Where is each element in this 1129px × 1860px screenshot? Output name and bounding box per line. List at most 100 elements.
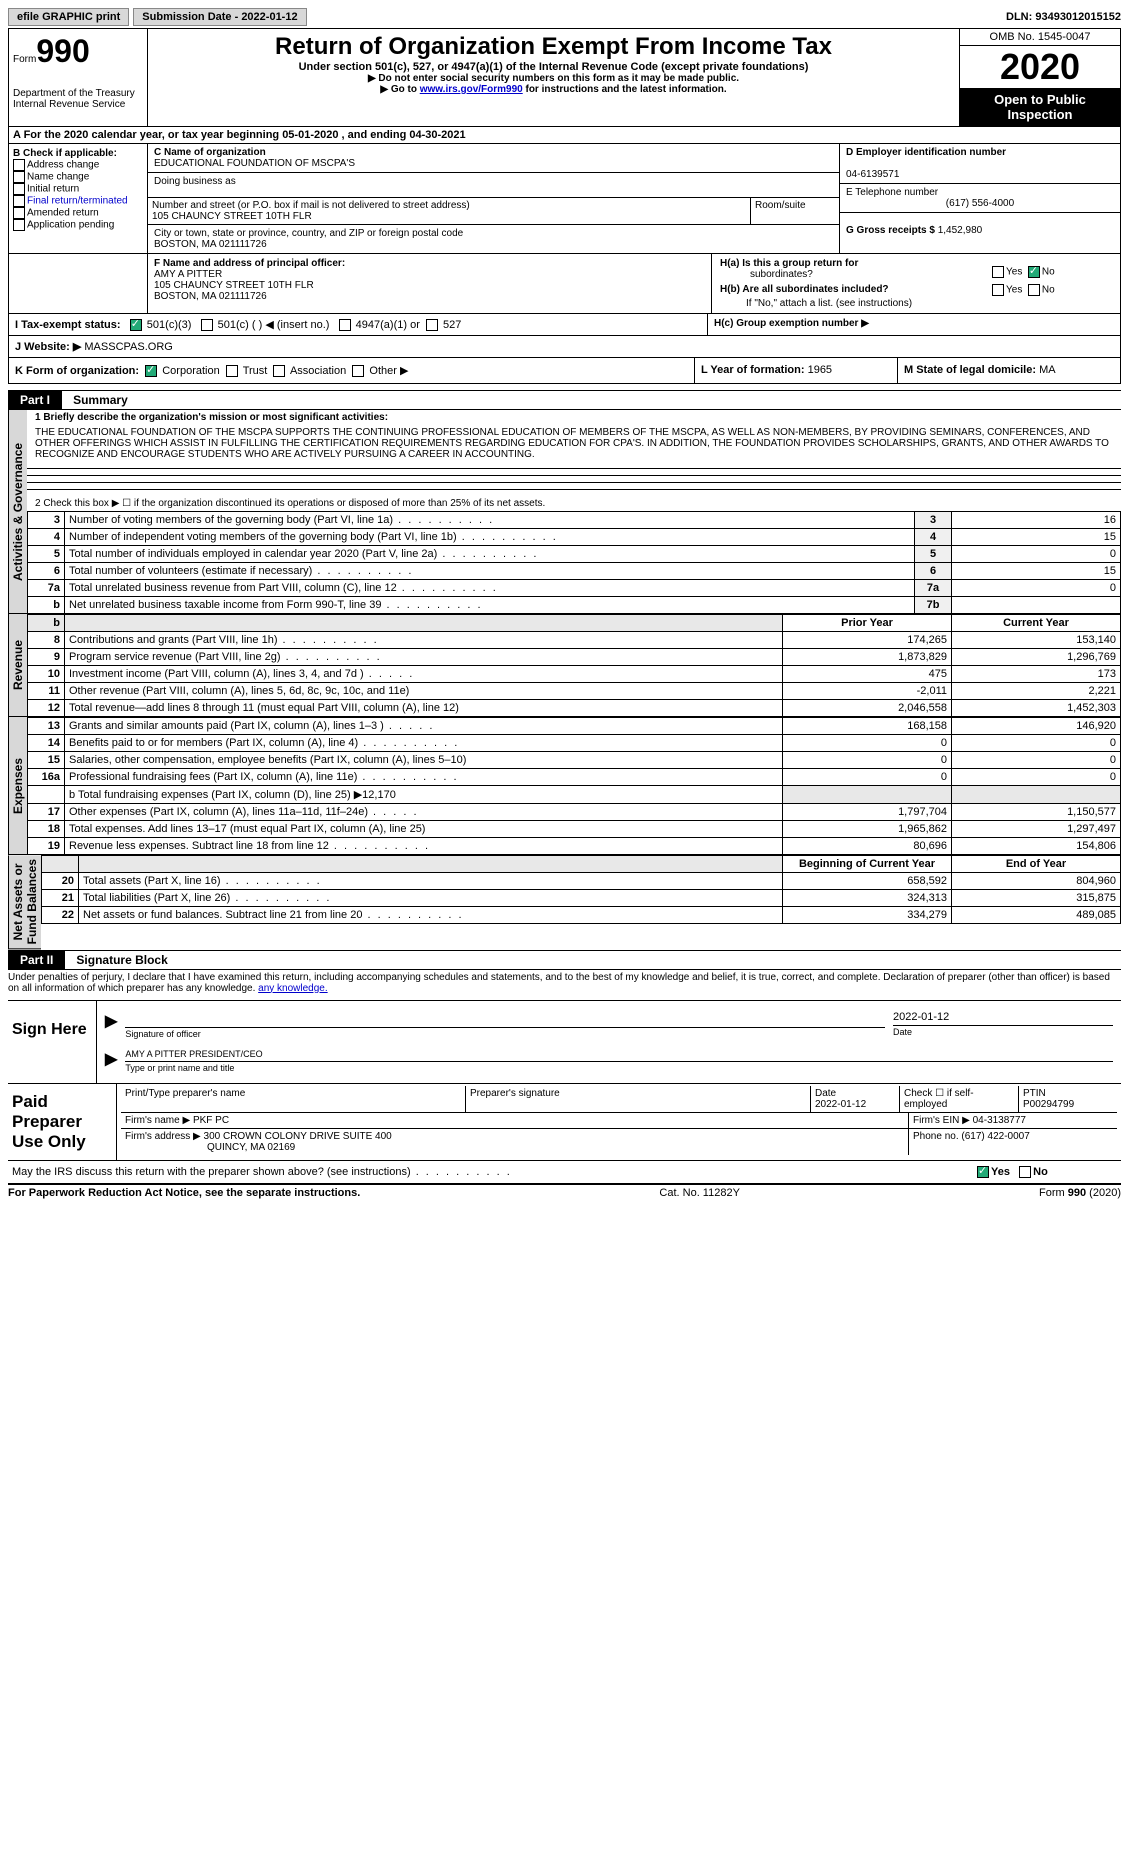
arrow-icon: ▶	[101, 1009, 121, 1041]
part2-bar: Part II Signature Block	[8, 950, 1121, 970]
dln-text: DLN: 93493012015152	[1006, 11, 1121, 23]
checkbox-amended[interactable]	[13, 207, 25, 219]
501c3-checkbox[interactable]	[130, 319, 142, 331]
firm-name: PKF PC	[193, 1115, 229, 1126]
phone-value: (617) 556-4000	[846, 198, 1114, 209]
other-checkbox[interactable]	[352, 365, 364, 377]
dept-irs: Internal Revenue Service	[13, 99, 143, 110]
discuss-yes-checkbox[interactable]	[977, 1166, 989, 1178]
website-value: MASSCPAS.ORG	[84, 341, 172, 353]
mission-text: THE EDUCATIONAL FOUNDATION OF THE MSCPA …	[27, 425, 1121, 462]
corp-checkbox[interactable]	[145, 365, 157, 377]
form-page: Form 990 (2020)	[1039, 1187, 1121, 1199]
efile-print-button[interactable]: efile GRAPHIC print	[8, 8, 129, 26]
self-employed-hdr: Check ☐ if self-employed	[900, 1086, 1019, 1112]
print-name-label: Type or print name and title	[125, 1063, 1113, 1073]
pra-notice: For Paperwork Reduction Act Notice, see …	[8, 1187, 360, 1199]
dept-treasury: Department of the Treasury	[13, 88, 143, 99]
form-header: Form990 Department of the Treasury Inter…	[8, 28, 1121, 127]
box-m-label: M State of legal domicile:	[904, 364, 1036, 376]
org-name: EDUCATIONAL FOUNDATION OF MSCPA'S	[154, 158, 355, 169]
tax-exempt-row: I Tax-exempt status: 501(c)(3) 501(c) ( …	[8, 314, 1121, 336]
tax-year: 2020	[960, 46, 1120, 88]
501c-checkbox[interactable]	[201, 319, 213, 331]
year-formation: 1965	[808, 364, 832, 376]
checkbox-application[interactable]	[13, 219, 25, 231]
irs-link[interactable]: www.irs.gov/Form990	[420, 84, 523, 95]
part1-body: Activities & Governance 1 Briefly descri…	[8, 410, 1121, 614]
prep-name-hdr: Print/Type preparer's name	[121, 1086, 466, 1112]
firm-addr2: QUINCY, MA 02169	[125, 1142, 295, 1153]
revenue-section: Revenue bPrior YearCurrent Year 8Contrib…	[8, 614, 1121, 717]
paid-preparer-label: Paid Preparer Use Only	[8, 1084, 117, 1160]
prep-sig-hdr: Preparer's signature	[466, 1086, 811, 1112]
form-number: 990	[36, 33, 89, 69]
box-f-label: F Name and address of principal officer:	[154, 258, 345, 269]
page-footer: For Paperwork Reduction Act Notice, see …	[8, 1185, 1121, 1199]
527-checkbox[interactable]	[426, 319, 438, 331]
top-toolbar: efile GRAPHIC print Submission Date - 20…	[8, 8, 1121, 26]
officer-name: AMY A PITTER	[154, 269, 222, 280]
ha-no-checkbox[interactable]	[1028, 266, 1040, 278]
expenses-section: Expenses 13Grants and similar amounts pa…	[8, 717, 1121, 855]
goto-pre: ▶ Go to	[380, 84, 419, 95]
box-l-label: L Year of formation:	[701, 364, 805, 376]
assoc-checkbox[interactable]	[273, 365, 285, 377]
vtab-revenue: Revenue	[8, 614, 27, 717]
any-knowledge-link[interactable]: any knowledge.	[258, 983, 328, 994]
goto-post: for instructions and the latest informat…	[523, 84, 727, 95]
trust-checkbox[interactable]	[226, 365, 238, 377]
vtab-expenses: Expenses	[8, 717, 27, 855]
checkbox-name-change[interactable]	[13, 171, 25, 183]
part2-header: Part II	[8, 951, 65, 969]
part1-bar: Part I Summary	[8, 390, 1121, 410]
box-j-label: J Website: ▶	[15, 341, 84, 353]
sign-date: 2022-01-12	[893, 1011, 1113, 1023]
discuss-row: May the IRS discuss this return with the…	[8, 1161, 1121, 1185]
city-label: City or town, state or province, country…	[154, 228, 463, 239]
part1-title: Summary	[65, 393, 128, 407]
open-to-public: Open to Public Inspection	[960, 88, 1120, 126]
org-form-row: K Form of organization: Corporation Trus…	[8, 358, 1121, 384]
box-g-label: G Gross receipts $	[846, 225, 935, 236]
form-label: Form	[13, 54, 36, 65]
part2-title: Signature Block	[68, 953, 167, 967]
hb-yes-checkbox[interactable]	[992, 284, 1004, 296]
box-b-title: B Check if applicable:	[13, 148, 143, 159]
hb-note: If "No," attach a list. (see instruction…	[716, 298, 1116, 311]
dba-label: Doing business as	[148, 173, 839, 198]
netassets-section: Net Assets or Fund Balances Beginning of…	[8, 855, 1121, 949]
room-suite-label: Room/suite	[751, 198, 839, 224]
state-domicile: MA	[1039, 364, 1056, 376]
entity-info-block: B Check if applicable: Address change Na…	[8, 144, 1121, 254]
hb-no-checkbox[interactable]	[1028, 284, 1040, 296]
q1-label: 1 Briefly describe the organization's mi…	[27, 410, 1121, 425]
ein-value: 04-6139571	[846, 169, 899, 180]
discuss-no-checkbox[interactable]	[1019, 1166, 1031, 1178]
4947-checkbox[interactable]	[339, 319, 351, 331]
org-street: 105 CHAUNCY STREET 10TH FLR	[152, 211, 312, 222]
box-e-label: E Telephone number	[846, 187, 938, 198]
checkbox-initial-return[interactable]	[13, 183, 25, 195]
revenue-table: bPrior YearCurrent Year 8Contributions a…	[27, 614, 1121, 717]
checkbox-final-return[interactable]	[13, 195, 25, 207]
vtab-netassets: Net Assets or Fund Balances	[8, 855, 41, 949]
part1-header: Part I	[8, 391, 62, 409]
box-k-label: K Form of organization:	[15, 365, 139, 377]
q2-text: 2 Check this box ▶ ☐ if the organization…	[27, 496, 1121, 511]
row-a-tax-year: A For the 2020 calendar year, or tax yea…	[8, 127, 1121, 144]
submission-date-button[interactable]: Submission Date - 2022-01-12	[133, 8, 306, 26]
ha-yes-checkbox[interactable]	[992, 266, 1004, 278]
officer-printed-name: AMY A PITTER PRESIDENT/CEO	[125, 1049, 1113, 1059]
netassets-table: Beginning of Current YearEnd of Year 20T…	[41, 855, 1121, 924]
form-title: Return of Organization Exempt From Incom…	[152, 33, 955, 61]
sign-here-block: Sign Here ▶ Signature of officer 2022-01…	[8, 1000, 1121, 1083]
arrow-icon-2: ▶	[101, 1047, 121, 1075]
org-city: BOSTON, MA 021111726	[154, 239, 267, 250]
website-row: J Website: ▶ MASSCPAS.ORG	[8, 336, 1121, 358]
ha-sub: subordinates?	[720, 269, 813, 280]
box-b-checklist: B Check if applicable: Address change Na…	[9, 144, 148, 253]
checkbox-address-change[interactable]	[13, 159, 25, 171]
ha-label: H(a) Is this a group return for	[720, 258, 858, 269]
box-c-label: C Name of organization	[154, 147, 266, 158]
